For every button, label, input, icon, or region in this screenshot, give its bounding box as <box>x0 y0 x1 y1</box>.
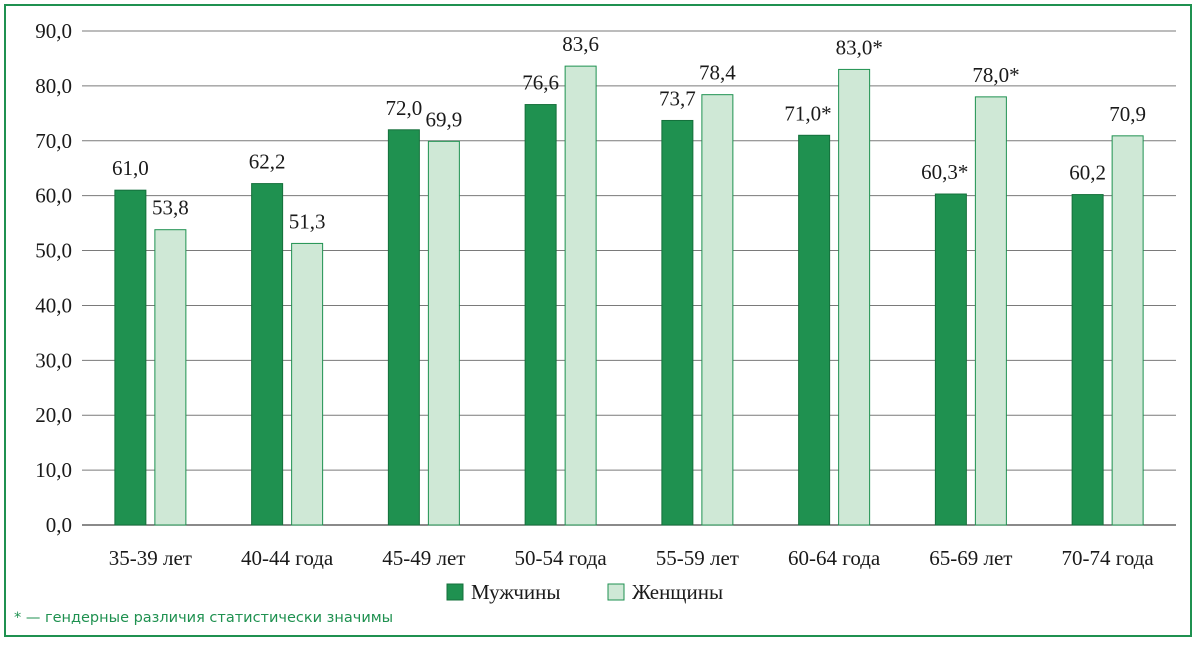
x-tick-label: 55-59 лет <box>656 546 739 570</box>
y-tick-label: 0,0 <box>46 513 72 537</box>
bar-men <box>251 183 284 526</box>
bar-men <box>114 189 147 526</box>
x-tick-label: 35-39 лет <box>109 546 192 570</box>
data-label: 78,0* <box>972 63 1019 87</box>
x-tick-label: 65-69 лет <box>929 546 1012 570</box>
data-label: 51,3 <box>289 209 326 233</box>
data-label: 61,0 <box>112 156 149 180</box>
y-tick-label: 70,0 <box>35 129 72 153</box>
bar-women <box>974 96 1007 526</box>
y-tick-label: 60,0 <box>35 184 72 208</box>
x-tick-label: 45-49 лет <box>382 546 465 570</box>
data-label: 72,0 <box>386 96 423 120</box>
data-label: 83,6 <box>562 32 599 56</box>
bar-women <box>564 65 597 526</box>
legend-label-men: Мужчины <box>471 580 561 604</box>
y-tick-label: 80,0 <box>35 74 72 98</box>
x-tick-label: 50-54 года <box>515 546 608 570</box>
y-tick-label: 20,0 <box>35 403 72 427</box>
bar-women <box>291 242 324 526</box>
bar-men <box>524 104 557 526</box>
data-label: 76,6 <box>522 71 559 95</box>
data-label: 53,8 <box>152 196 189 220</box>
bar-men <box>387 129 420 526</box>
bar-women <box>701 94 734 526</box>
bar-women <box>838 68 871 526</box>
y-tick-label: 50,0 <box>35 239 72 263</box>
data-label: 71,0* <box>784 101 831 125</box>
data-label: 83,0* <box>836 35 883 59</box>
footnote: * — гендерные различия статистически зна… <box>14 610 394 626</box>
bar-men <box>798 134 831 526</box>
y-tick-label: 10,0 <box>35 458 72 482</box>
data-label: 62,2 <box>249 150 286 174</box>
bar-women <box>1111 135 1144 526</box>
legend-swatch-men <box>446 583 464 601</box>
bar-men <box>661 119 694 526</box>
x-tick-label: 70-74 года <box>1062 546 1155 570</box>
bar-women <box>427 140 460 526</box>
y-tick-label: 40,0 <box>35 293 72 317</box>
data-label: 73,7 <box>659 86 696 110</box>
data-label: 69,9 <box>426 107 463 131</box>
y-tick-label: 30,0 <box>35 348 72 372</box>
bar-men <box>1071 194 1104 526</box>
data-label: 60,3* <box>921 160 968 184</box>
bar-men <box>934 193 967 526</box>
legend-label-women: Женщины <box>632 580 723 604</box>
bar-women <box>154 229 187 526</box>
y-tick-label: 90,0 <box>35 19 72 43</box>
legend-swatch-women <box>607 583 625 601</box>
data-label: 60,2 <box>1069 161 1106 185</box>
data-label: 78,4 <box>699 61 736 85</box>
x-tick-label: 60-64 года <box>788 546 881 570</box>
data-label: 70,9 <box>1109 102 1146 126</box>
x-tick-label: 40-44 года <box>241 546 334 570</box>
